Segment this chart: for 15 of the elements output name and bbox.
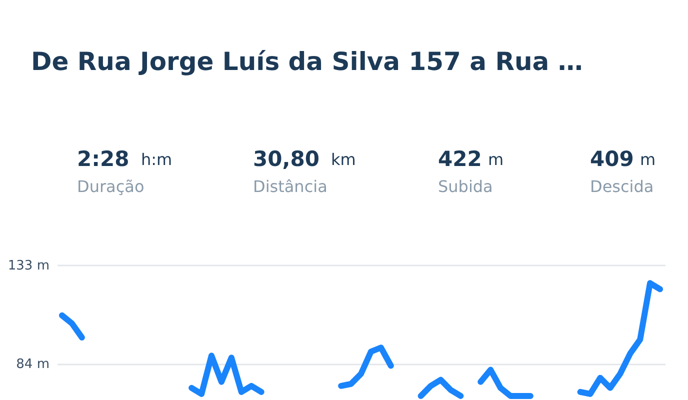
text: m: [640, 150, 656, 169]
text: Distância: [253, 177, 328, 196]
text: Subida: [438, 177, 493, 196]
chart-title: De Rua Jorge Luís da Silva 157 a Rua …: [31, 47, 583, 76]
text: 422: [438, 147, 482, 171]
text: 30,80: [253, 147, 320, 171]
text: 2:28: [77, 147, 130, 171]
text: m: [488, 150, 504, 169]
y-tick-label: 133 m: [8, 258, 50, 274]
text: Descida: [590, 177, 654, 196]
text: km: [331, 150, 356, 169]
text: 409: [590, 147, 634, 171]
text: h:m: [141, 150, 172, 169]
y-tick-label: 84 m: [16, 357, 50, 372]
text: Duração: [77, 177, 144, 196]
